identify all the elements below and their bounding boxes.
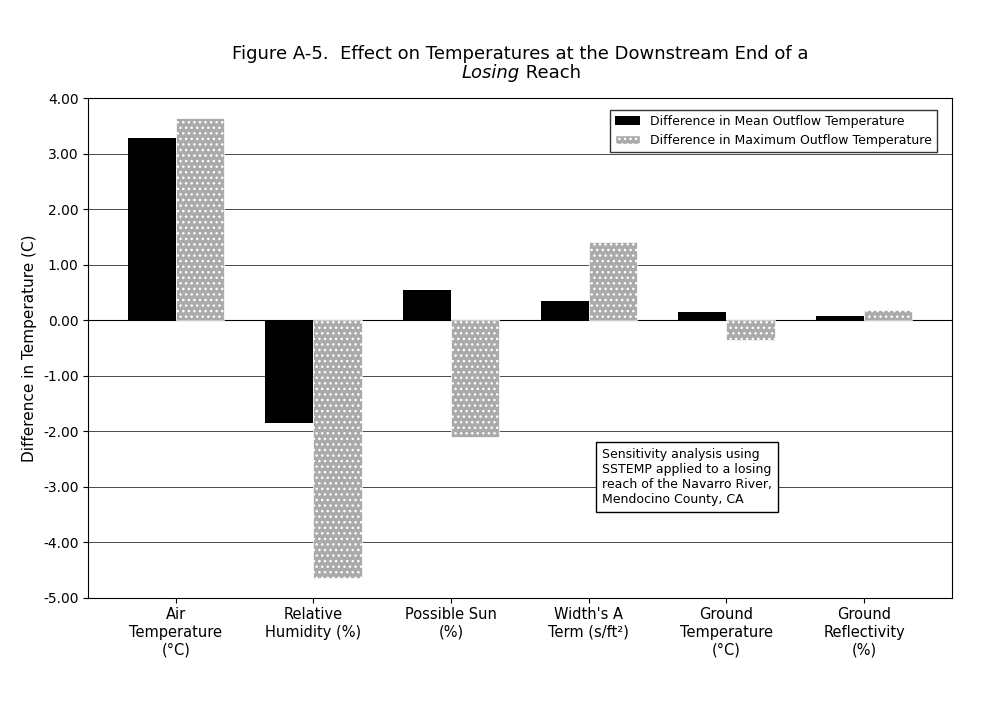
Bar	[451, 321, 499, 437]
Bar	[541, 301, 589, 321]
Text: Reach: Reach	[520, 64, 581, 82]
Text: Losing Reach: Losing Reach	[460, 63, 580, 81]
Bar	[864, 310, 912, 321]
Bar	[589, 242, 637, 321]
Bar	[727, 321, 775, 340]
Legend: Difference in Mean Outflow Temperature, Difference in Maximum Outflow Temperatur: Difference in Mean Outflow Temperature, …	[610, 110, 937, 152]
Bar	[176, 118, 224, 321]
Bar	[403, 290, 451, 321]
Bar	[678, 312, 727, 321]
Bar	[816, 316, 864, 321]
Bar	[265, 321, 313, 423]
Text: Sensitivity analysis using
SSTEMP applied to a losing
reach of the Navarro River: Sensitivity analysis using SSTEMP applie…	[602, 448, 772, 506]
Y-axis label: Difference in Temperature (C): Difference in Temperature (C)	[23, 234, 37, 462]
Bar	[128, 138, 176, 321]
Bar	[313, 321, 362, 578]
Text: Figure A-5.  Effect on Temperatures at the Downstream End of a: Figure A-5. Effect on Temperatures at th…	[232, 46, 808, 63]
Text: Losing: Losing	[462, 64, 520, 82]
